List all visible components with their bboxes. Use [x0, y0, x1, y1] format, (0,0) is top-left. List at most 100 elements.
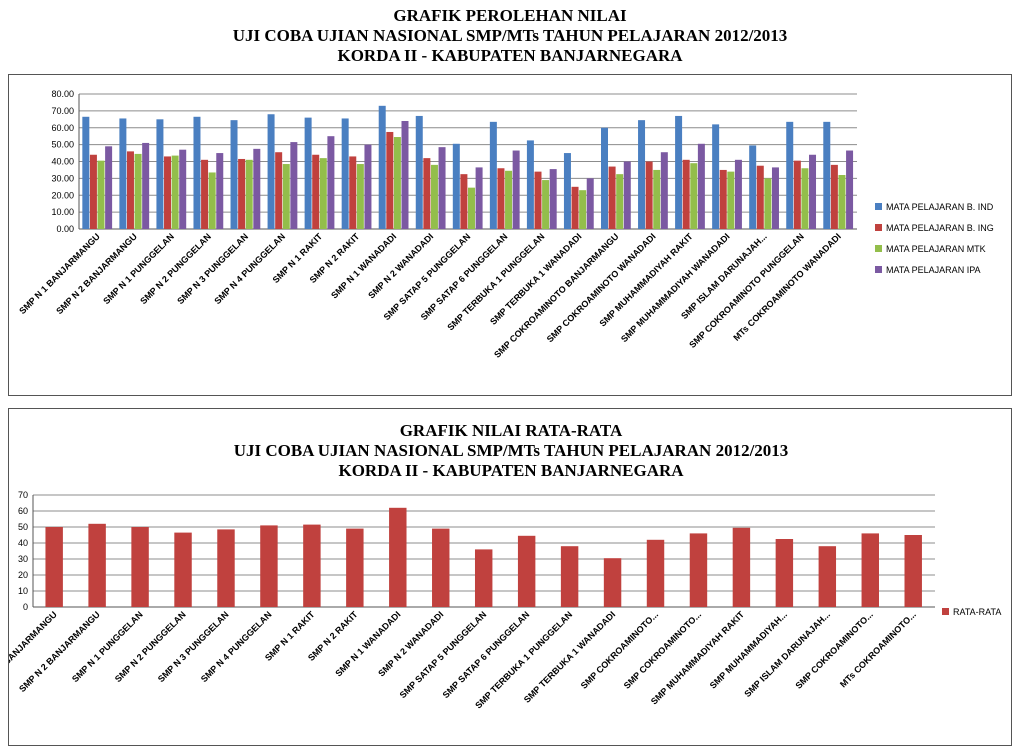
- chart2-ytick-label: 10: [18, 586, 28, 596]
- chart1-bar: [675, 115, 683, 229]
- chart2-title-line2: UJI COBA UJIAN NASIONAL SMP/MTs TAHUN PE…: [233, 441, 789, 460]
- chart1-bar: [452, 143, 460, 229]
- chart1-bar: [749, 145, 757, 229]
- chart1-ytick-label: 50.00: [51, 140, 74, 150]
- chart2-category-label: SMP N 2 PUNGGELAN: [113, 609, 188, 684]
- chart1-bar: [497, 168, 505, 229]
- chart2-category-label: SMP N 4 PUNGGELAN: [199, 609, 274, 684]
- chart2-bar: [904, 535, 922, 607]
- chart2-bar: [174, 532, 192, 607]
- chart1-legend-swatch: [875, 203, 882, 210]
- chart1-bar: [489, 121, 497, 229]
- chart1-bar: [549, 169, 557, 229]
- chart1-bar: [275, 152, 283, 229]
- chart1-bar: [82, 116, 90, 229]
- chart1-bar: [142, 142, 150, 229]
- chart2-category-label: SMP N 2 BANJARMANGU: [17, 609, 102, 694]
- chart2-category-label: SMP SATAP 6 PUNGGELAN: [441, 609, 532, 700]
- chart2-category-label: SMP ISLAM DARUNAJAH...: [742, 609, 832, 699]
- chart1-bar: [423, 158, 431, 229]
- chart1-bar: [97, 160, 105, 229]
- chart2-bar: [818, 546, 837, 607]
- chart2-bar: [603, 558, 622, 607]
- chart2-category-label: SMP COKROAMINOTO...: [622, 609, 703, 690]
- chart2-category-label: SMP TERBUKA 1 WANADADI: [522, 609, 617, 704]
- chart2-title: GRAFIK NILAI RATA-RATA UJI COBA UJIAN NA…: [9, 421, 1013, 481]
- chart1-ytick-label: 60.00: [51, 123, 74, 133]
- chart1-bar: [771, 167, 779, 229]
- chart2-panel: GRAFIK NILAI RATA-RATA UJI COBA UJIAN NA…: [8, 408, 1012, 746]
- chart2-bar: [517, 535, 536, 607]
- chart1-bar: [393, 137, 401, 229]
- chart1-bar: [623, 161, 631, 229]
- chart1-bar: [823, 121, 831, 229]
- chart2-bar: [689, 533, 708, 607]
- chart1-bar: [364, 144, 372, 229]
- chart1-panel: 0.00 10.00 20.00 30.00 40.00 50.00 60.00 70.00 8…: [8, 74, 1012, 396]
- chart1-bar: [245, 159, 253, 229]
- chart2-ytick-label: 20: [18, 570, 28, 580]
- chart1-ytick-label: 10.00: [51, 207, 74, 217]
- chart1-bar: [378, 105, 386, 229]
- chart1-bar: [616, 174, 624, 229]
- chart1-bar: [164, 156, 172, 229]
- chart1-bar: [512, 150, 520, 229]
- chart2-legend-swatch: [942, 608, 949, 615]
- chart2-category-label: SMP COKROAMINOTO...: [579, 609, 660, 690]
- chart1-bar: [460, 174, 468, 229]
- chart2-bar: [775, 539, 794, 607]
- chart1-title-line1: GRAFIK PEROLEHAN NILAI: [393, 6, 627, 25]
- chart2-bar: [560, 546, 579, 607]
- chart1-bar: [542, 180, 550, 229]
- chart1-bar: [653, 169, 661, 229]
- chart2-ytick-label: 0: [23, 602, 28, 612]
- chart1-bar: [134, 153, 142, 229]
- chart1-legend-swatch: [875, 224, 882, 231]
- chart1-bar: [579, 190, 587, 229]
- chart1-ytick-label: 80.00: [51, 89, 74, 99]
- chart1-bar: [586, 178, 594, 229]
- chart1-bar: [105, 146, 113, 229]
- chart2-bar: [346, 528, 364, 607]
- chart1-bar: [846, 150, 854, 229]
- chart2-category-label: MTs COKROAMINOTO...: [838, 609, 918, 689]
- chart1-bar: [341, 118, 349, 229]
- chart1-title: GRAFIK PEROLEHAN NILAI UJI COBA UJIAN NA…: [0, 6, 1020, 66]
- chart1-ytick-label: 0.00: [56, 224, 74, 234]
- chart2-bar: [861, 533, 879, 607]
- chart1-bar: [756, 165, 764, 229]
- chart1-title-line3: KORDA II - KABUPATEN BANJARNEGARA: [337, 46, 683, 65]
- chart1-bar: [267, 114, 275, 229]
- chart2-ytick-label: 70: [18, 490, 28, 500]
- chart1-bar: [727, 171, 735, 229]
- chart1-bar: [230, 120, 238, 229]
- chart2-title-line1: GRAFIK NILAI RATA-RATA: [399, 421, 623, 440]
- chart1-title-line2: UJI COBA UJIAN NASIONAL SMP/MTs TAHUN PE…: [232, 26, 788, 45]
- chart1-bar: [126, 151, 134, 229]
- chart1-bar: [349, 156, 357, 229]
- chart2-category-label: SMP N 3 PUNGGELAN: [156, 609, 231, 684]
- chart1-bar: [645, 161, 653, 229]
- chart1-bar: [193, 116, 201, 229]
- chart1-bar: [89, 154, 97, 229]
- chart2-bar: [260, 525, 278, 607]
- chart2-category-label: SMP COKROAMINOTO...: [794, 609, 875, 690]
- chart1-bar: [786, 121, 794, 229]
- chart1-bar: [356, 164, 364, 229]
- chart2-ytick-label: 60: [18, 506, 28, 516]
- chart1-category-label: SMP N 1 PUNGGELAN: [101, 231, 176, 306]
- chart1-category-label: SMP N 3 PUNGGELAN: [175, 231, 250, 306]
- chart1-legend-label: MATA PELAJARAN B. ING: [886, 223, 994, 233]
- chart1-ytick-label: 20.00: [51, 190, 74, 200]
- chart1-bar: [119, 118, 127, 229]
- chart1-legend-swatch: [875, 266, 882, 273]
- chart1-category-label: SMP N 1 WANADADI: [329, 231, 398, 300]
- chart2-ytick-label: 40: [18, 538, 28, 548]
- chart1-bar: [238, 158, 246, 229]
- chart1-bar: [764, 178, 772, 229]
- chart2-bar: [303, 524, 321, 607]
- chart1-legend-label: MATA PELAJARAN MTK: [886, 244, 986, 254]
- chart2-category-label: SMP SATAP 5 PUNGGELAN: [398, 609, 489, 700]
- chart1-bar: [290, 142, 298, 229]
